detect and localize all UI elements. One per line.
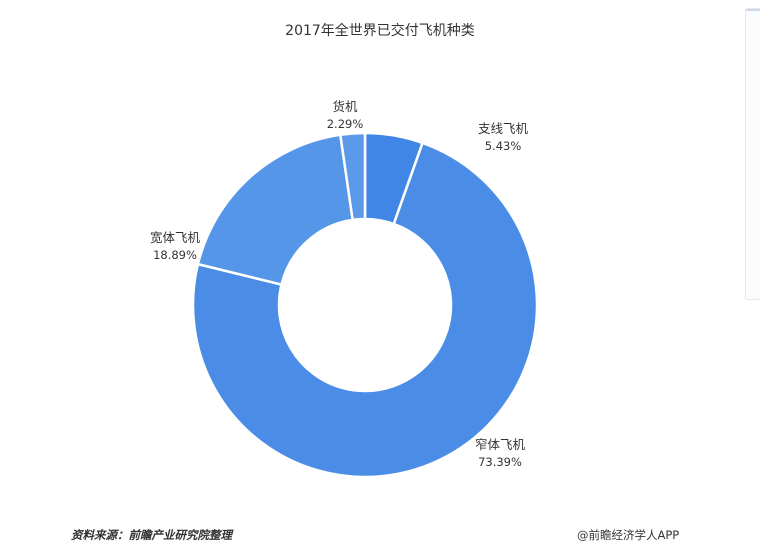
donut-slice-3 <box>196 133 355 287</box>
slice-value-3: 18.89% <box>153 248 197 262</box>
side-panel <box>745 8 760 300</box>
donut-slice-2 <box>191 141 539 479</box>
slice-label-4: 货机 <box>332 99 358 114</box>
slice-label-1: 支线飞机 <box>478 121 529 136</box>
brand-credit: @前瞻经济学人APP <box>577 528 680 542</box>
chart-title: 2017年全世界已交付飞机种类 <box>285 23 475 39</box>
side-panel-accent <box>746 9 760 11</box>
slice-label-2: 窄体飞机 <box>475 437 526 452</box>
source-note: 资料来源：前瞻产业研究院整理 <box>71 528 232 542</box>
slice-value-4: 2.29% <box>327 117 364 131</box>
slice-value-1: 5.43% <box>485 139 522 153</box>
slice-value-2: 73.39% <box>478 455 522 469</box>
slice-label-3: 宽体飞机 <box>150 230 201 245</box>
donut-slice-4 <box>338 131 367 222</box>
donut-labels: 支线飞机 5.43% 窄体飞机 73.39% 宽体飞机 18.89% 货机 2.29% <box>150 99 529 469</box>
donut-slices <box>191 131 539 479</box>
